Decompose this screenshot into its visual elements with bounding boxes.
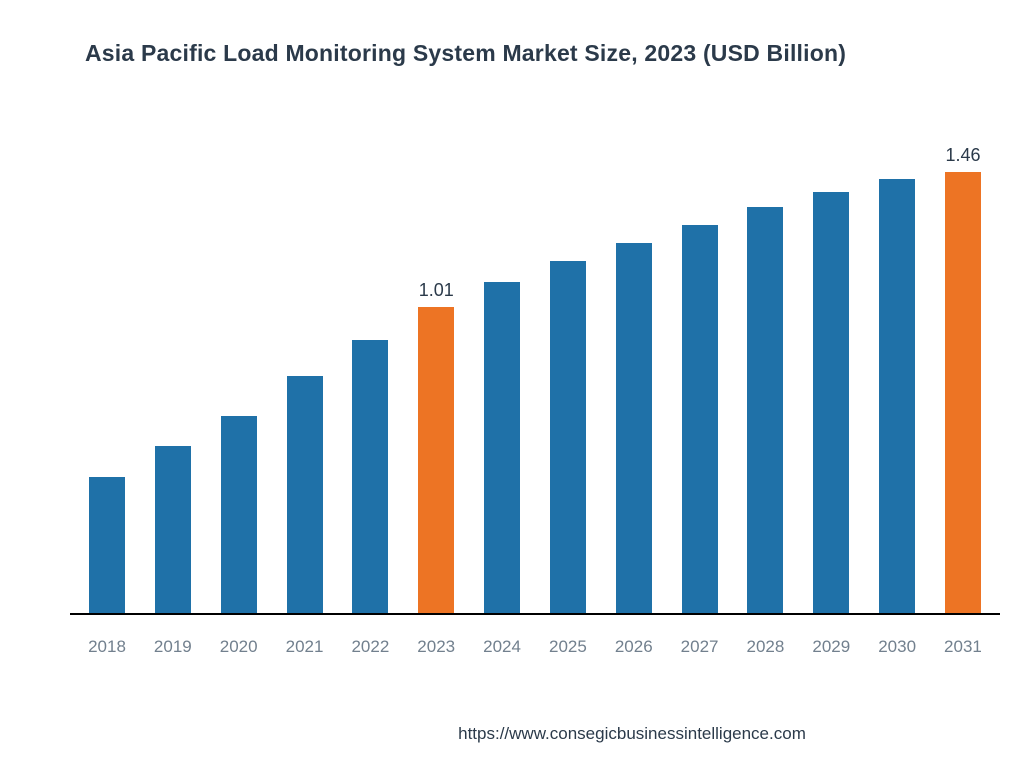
- chart-title: Asia Pacific Load Monitoring System Mark…: [85, 40, 984, 67]
- bar-wrap: [868, 145, 926, 613]
- bar-wrap: [473, 145, 531, 613]
- x-axis-label: 2026: [605, 637, 663, 657]
- bar-wrap: [671, 145, 729, 613]
- bar: [287, 376, 323, 613]
- x-axis-label: 2029: [802, 637, 860, 657]
- bars-region: 1.01 1.46: [70, 145, 1000, 615]
- bar: [747, 207, 783, 613]
- bar: [682, 225, 718, 613]
- x-axis-label: 2025: [539, 637, 597, 657]
- bar: [945, 172, 981, 613]
- bar-wrap: 1.01: [407, 145, 465, 613]
- bar-wrap: [605, 145, 663, 613]
- x-axis-label: 2031: [934, 637, 992, 657]
- bar: [550, 261, 586, 613]
- x-axis-label: 2028: [736, 637, 794, 657]
- bar-wrap: [802, 145, 860, 613]
- bar: [418, 307, 454, 613]
- bar-wrap: [539, 145, 597, 613]
- x-axis-label: 2024: [473, 637, 531, 657]
- bar: [616, 243, 652, 613]
- x-axis-label: 2022: [341, 637, 399, 657]
- bar-value-label: 1.46: [945, 145, 980, 166]
- bar-wrap: [210, 145, 268, 613]
- x-axis-label: 2019: [144, 637, 202, 657]
- bar-wrap: 1.46: [934, 145, 992, 613]
- x-axis-label: 2027: [671, 637, 729, 657]
- bar-wrap: [78, 145, 136, 613]
- bar-value-label: 1.01: [419, 280, 454, 301]
- x-axis-label: 2018: [78, 637, 136, 657]
- chart-area: 1.01 1.46 2018 2019 2020 2021 2022 2023 2024 202…: [70, 97, 1000, 657]
- bar-wrap: [341, 145, 399, 613]
- source-url: https://www.consegicbusinessintelligence…: [0, 724, 1024, 744]
- bar: [352, 340, 388, 613]
- x-axis-label: 2030: [868, 637, 926, 657]
- x-axis-label: 2023: [407, 637, 465, 657]
- x-axis-label: 2020: [210, 637, 268, 657]
- bar: [484, 282, 520, 613]
- bar: [813, 192, 849, 613]
- bar-wrap: [736, 145, 794, 613]
- bar: [221, 416, 257, 613]
- bar-wrap: [144, 145, 202, 613]
- bar: [155, 446, 191, 613]
- chart-container: Asia Pacific Load Monitoring System Mark…: [0, 0, 1024, 768]
- bar: [89, 477, 125, 613]
- bar-wrap: [276, 145, 334, 613]
- x-axis-label: 2021: [276, 637, 334, 657]
- x-axis-labels: 2018 2019 2020 2021 2022 2023 2024 2025 2026 2027…: [70, 637, 1000, 657]
- bar: [879, 179, 915, 613]
